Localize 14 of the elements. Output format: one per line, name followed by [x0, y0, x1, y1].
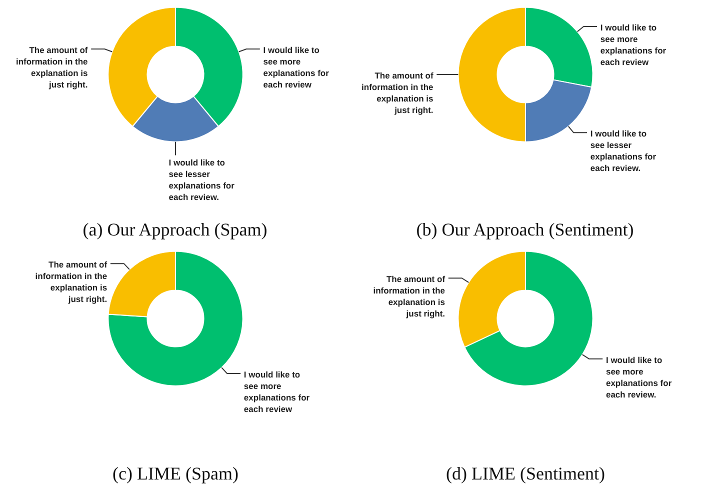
- slice-label: The amount of information in the explanation is just right.: [362, 70, 434, 115]
- text: (b) Our Approach (Sentiment): [416, 220, 634, 240]
- slice-label: The amount of information in the explanation is just right.: [35, 260, 108, 304]
- text: (a) Our Approach (Spam): [82, 220, 268, 240]
- slice-label: I would like to see more explanations for each review: [600, 22, 667, 67]
- slice-label: I would like to see lesser explanations for each review.: [590, 128, 657, 174]
- slice-label: The amount of information in the explanation is just right.: [373, 274, 446, 319]
- text: (d) LIME (Sentiment): [446, 464, 605, 484]
- slice-label: I would like to see more explanations for each review.: [606, 354, 672, 400]
- slice-label: I would like to see more explanations for each review: [263, 44, 330, 90]
- slice-label: I would like to see more explanations for each review: [244, 369, 310, 414]
- slice-label: I would like to see lesser explanations for each review.: [168, 157, 236, 202]
- text: (c) LIME (Spam): [112, 464, 238, 484]
- slice-label: The amount of information in the explanation is just right.: [16, 44, 88, 90]
